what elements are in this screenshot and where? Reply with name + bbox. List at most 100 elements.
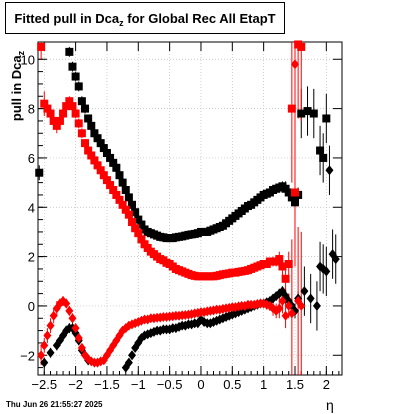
data-point-square [281, 274, 290, 283]
plot-frame [37, 41, 343, 376]
data-point-square [284, 188, 293, 197]
data-point-diamond [74, 333, 83, 343]
data-point-square [319, 153, 328, 162]
data-point-square [93, 134, 102, 143]
y-tick-label: 10 [21, 52, 35, 67]
data-point-diamond [37, 350, 46, 361]
data-point-square [90, 129, 99, 138]
data-point-square [115, 171, 124, 180]
x-tick-label: 1 [260, 377, 267, 392]
data-point-diamond [297, 300, 306, 311]
data-point-square [290, 198, 299, 207]
data-point-square [303, 107, 312, 116]
x-tick-label: −1.5 [94, 377, 120, 392]
data-point-square [87, 151, 96, 160]
data-markers [35, 40, 340, 373]
data-point-diamond [284, 300, 293, 311]
x-tick-label: 0 [197, 377, 204, 392]
y-tick-label: 4 [28, 200, 35, 215]
data-point-square [322, 114, 331, 123]
data-point-square [99, 171, 108, 180]
data-point-square [128, 200, 137, 209]
data-point-square [128, 218, 137, 227]
data-point-square [49, 116, 58, 125]
data-point-square [309, 109, 318, 118]
data-point-diamond [278, 296, 287, 306]
data-point-diamond [40, 357, 49, 368]
data-point-square [87, 121, 96, 130]
x-tick-label: −2 [68, 377, 83, 392]
data-point-diamond [325, 165, 334, 176]
data-point-square [134, 229, 143, 238]
data-point-square [71, 109, 80, 118]
data-point-square [68, 102, 77, 111]
data-point-square [55, 116, 64, 125]
title-box: Fitted pull in Dcaz for Global Rec All E… [5, 2, 285, 34]
y-axis-label: pull in Dcaz [9, 50, 26, 122]
data-point-diamond [275, 303, 284, 314]
data-point-square [62, 102, 71, 111]
data-point-diamond [128, 350, 137, 361]
data-point-square [74, 119, 83, 128]
data-point-diamond [124, 357, 133, 368]
data-point-square [68, 62, 77, 71]
data-point-square [37, 42, 46, 51]
data-point-square [65, 47, 74, 56]
data-point-square [106, 181, 115, 190]
data-point-square [284, 260, 293, 268]
data-point-square [96, 139, 105, 148]
data-point-square [131, 224, 140, 233]
data-point-square [275, 255, 284, 264]
data-point-square [102, 176, 111, 185]
y-tick-label: 8 [28, 102, 35, 117]
chart-title: Fitted pull in Dcaz for Global Rec All E… [14, 11, 276, 28]
y-tick-label: 0 [28, 299, 35, 314]
y-tick-label: 6 [28, 151, 35, 166]
data-point-diamond [40, 340, 49, 351]
data-point-square [102, 149, 111, 157]
y-tick-label: 2 [28, 250, 35, 265]
data-point-diamond [65, 305, 74, 316]
data-point-square [109, 186, 118, 194]
data-point-square [118, 178, 127, 187]
data-point-square [81, 139, 90, 148]
data-point-square [106, 153, 115, 162]
data-point-square [121, 205, 130, 214]
data-point-square [77, 97, 86, 106]
data-point-diamond [306, 293, 315, 304]
x-axis-label: η [326, 397, 334, 413]
data-point-square [137, 235, 146, 244]
data-point-square [134, 215, 143, 224]
data-point-square [316, 146, 325, 155]
data-point-diamond [43, 330, 52, 341]
x-tick-label: −0.5 [157, 377, 183, 392]
x-tick-label: −1 [131, 377, 146, 392]
data-point-square [40, 99, 49, 108]
data-point-diamond [300, 286, 309, 297]
timestamp: Thu Jun 26 21:55:27 2025 [6, 400, 103, 409]
data-point-diamond [287, 308, 296, 319]
x-tick-label: 2 [323, 377, 330, 392]
data-point-square [118, 200, 127, 209]
data-point-square [84, 146, 93, 155]
data-point-square [46, 109, 55, 118]
data-point-diamond [312, 300, 321, 311]
data-point-square [121, 186, 130, 194]
data-point-diamond [46, 320, 55, 331]
data-point-diamond [68, 313, 77, 324]
data-point-square [77, 129, 86, 138]
data-point-square [35, 168, 44, 177]
x-tick-label: 0.5 [223, 377, 241, 392]
data-point-square [290, 188, 299, 197]
data-point-square [43, 104, 52, 113]
data-point-diamond [49, 310, 58, 321]
data-point-square [278, 262, 287, 271]
data-point-diamond [331, 254, 340, 265]
data-point-square [109, 158, 118, 167]
y-tick-label: −2 [20, 348, 35, 363]
data-point-square [52, 121, 61, 130]
data-point-square [137, 220, 146, 229]
axis-ticks [37, 42, 342, 375]
data-point-square [115, 195, 124, 204]
